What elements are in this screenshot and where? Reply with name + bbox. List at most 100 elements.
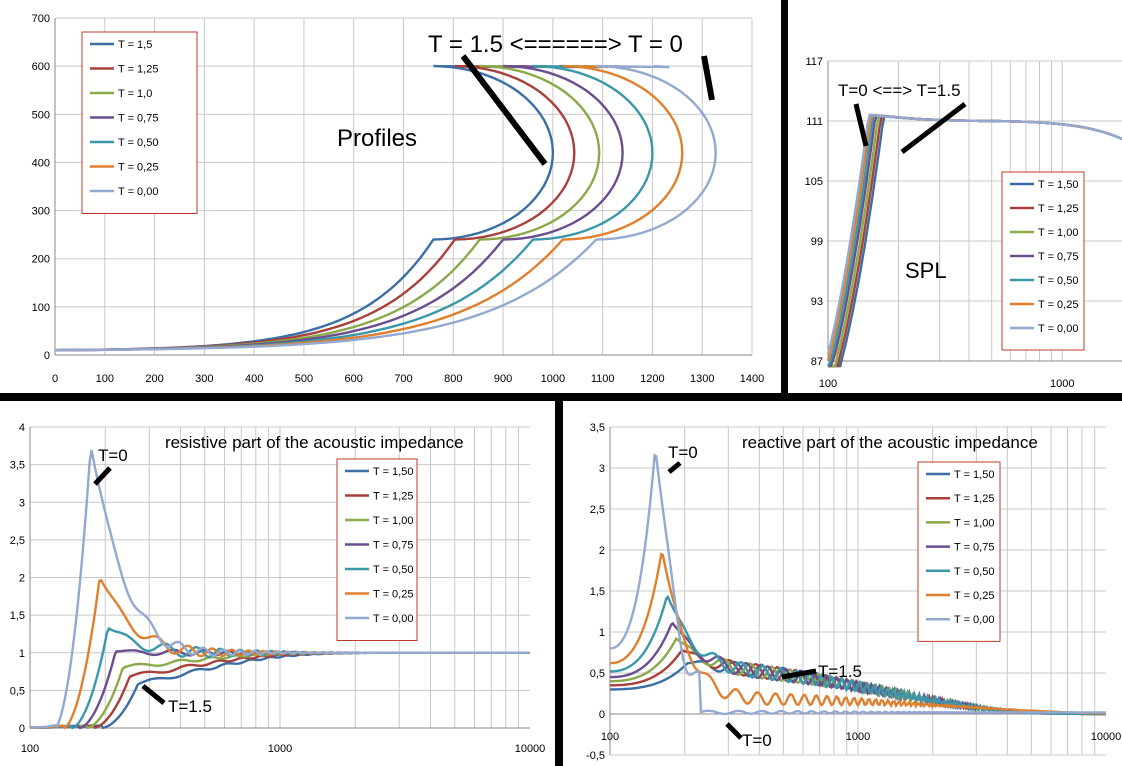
x-tick-label: 600 <box>345 373 363 385</box>
y-tick-label: 2,5 <box>590 504 605 516</box>
annotation-pointer <box>781 668 817 680</box>
y-tick-label: -0,5 <box>586 750 605 762</box>
legend-box <box>917 461 1001 642</box>
annotation-t15: T=1.5 <box>168 697 212 716</box>
legend-entry: T = 0,75 <box>1038 251 1078 263</box>
y-tick-label: 1 <box>599 627 605 639</box>
legend-entry: T = 0,00 <box>373 613 413 625</box>
legend-entry: T = 0,75 <box>118 113 158 125</box>
reactive-series-line <box>609 453 1106 716</box>
legend-entry: T = 0,25 <box>373 589 413 601</box>
legend-entry: T = 1,00 <box>954 517 994 529</box>
y-tick-label: 2,5 <box>10 535 25 547</box>
chart-spl: 87 93 99 105 111 117 100 1000 T = 1,50 T = 1,25 T … <box>805 56 1122 390</box>
annotation-pointer <box>141 684 166 705</box>
legend-entry: T = 1,00 <box>1038 227 1078 239</box>
y-tick-label: 111 <box>806 116 823 128</box>
legend-entry: T = 1,25 <box>118 64 158 76</box>
y-tick-label: 117 <box>805 56 823 68</box>
x-tick-label: 100 <box>819 378 837 390</box>
annotation-t0-top: T=0 <box>668 443 698 462</box>
legend-entry: T = 1,50 <box>954 469 994 481</box>
x-tick-label: 1000 <box>268 743 292 755</box>
x-tick-label: 300 <box>195 373 213 385</box>
chart-reactive-impedance: -0,5 0 0,5 1 1,5 2 2,5 3 3,5 100 1000 10000 T = 1,50… <box>586 422 1121 762</box>
y-tick-label: 700 <box>32 13 50 25</box>
y-tick-label: 100 <box>32 302 50 314</box>
chart-title: resistive part of the acoustic impedance <box>165 433 464 452</box>
annotation-pointer <box>853 103 869 147</box>
legend-entry: T = 1,25 <box>954 493 994 505</box>
x-tick-label: 0 <box>52 373 58 385</box>
y-tick-label: 3 <box>19 497 25 509</box>
legend-entry: T = 0,25 <box>118 162 158 174</box>
legend-entry: T = 1,50 <box>1038 179 1078 191</box>
annotation-pointer <box>900 102 967 154</box>
y-tick-label: 500 <box>32 109 50 121</box>
x-tick-label: 1200 <box>640 373 664 385</box>
chart-title: SPL <box>905 258 947 283</box>
legend-entry: T = 0,50 <box>1038 275 1078 287</box>
x-tick-label: 1400 <box>740 373 764 385</box>
annotation-pointer <box>93 466 112 486</box>
chart-profiles: 0 100 200 300 400 500 600 700 0 100 200 300 400 500 60… <box>32 13 765 385</box>
legend-box <box>1001 171 1085 351</box>
y-tick-label: 300 <box>32 206 50 218</box>
legend-entry: T = 1,50 <box>373 466 413 478</box>
x-tick-label: 10000 <box>1091 731 1122 743</box>
y-tick-label: 400 <box>32 157 50 169</box>
annotation-pointer <box>725 722 743 740</box>
x-tick-label: 1300 <box>690 373 714 385</box>
annotation-range: T = 1.5 <======> T = 0 <box>428 31 683 58</box>
profile-series-line <box>54 64 717 352</box>
spl-series-line <box>826 113 1122 355</box>
legend-entry: T = 0,50 <box>118 137 158 149</box>
legend-entry: T = 0,75 <box>954 542 994 554</box>
x-tick-label: 100 <box>601 731 619 743</box>
x-tick-label: 700 <box>394 373 412 385</box>
legend-entry: T = 0,50 <box>954 566 994 578</box>
x-tick-label: 1000 <box>846 731 870 743</box>
y-tick-label: 1,5 <box>590 586 605 598</box>
y-tick-label: 3 <box>599 463 605 475</box>
y-tick-label: 200 <box>32 254 50 266</box>
legend-entry: T = 0,00 <box>954 614 994 626</box>
legend-entry: T = 1,5 <box>118 39 152 51</box>
annotation-t0-bottom: T=0 <box>742 731 772 750</box>
y-tick-label: 2 <box>599 545 605 557</box>
x-tick-label: 800 <box>444 373 462 385</box>
y-tick-label: 87 <box>811 356 823 368</box>
legend-box <box>81 31 198 214</box>
chart-resistive-impedance: 0 0,5 1 1,5 2 2,5 3 3,5 4 100 1000 10000 T = 1,50 T =… <box>10 422 546 755</box>
legend-entry: T = 1,25 <box>1038 203 1078 215</box>
y-tick-label: 600 <box>32 61 50 73</box>
y-tick-label: 3,5 <box>590 422 605 434</box>
y-tick-label: 99 <box>811 236 823 248</box>
y-tick-label: 4 <box>19 422 25 434</box>
y-tick-label: 0,5 <box>590 668 605 680</box>
y-tick-label: 0 <box>19 723 25 735</box>
annotation-range: T=0 <==> T=1.5 <box>838 81 961 100</box>
y-tick-label: 0,5 <box>10 685 25 697</box>
y-tick-label: 1 <box>19 648 25 660</box>
reactive-series-line <box>609 552 1106 715</box>
annotation-pointer <box>667 461 682 474</box>
resistive-series-line <box>30 449 530 729</box>
annotation-t0: T=0 <box>98 446 128 465</box>
legend-entry: T = 1,00 <box>373 515 413 527</box>
x-tick-label: 1000 <box>541 373 565 385</box>
y-tick-label: 2 <box>19 573 25 585</box>
x-tick-label: 100 <box>96 373 114 385</box>
legend-entry: T = 1,25 <box>373 491 413 503</box>
x-tick-label: 200 <box>145 373 163 385</box>
x-tick-label: 500 <box>295 373 313 385</box>
y-tick-label: 0 <box>599 709 605 721</box>
vertical-divider-top <box>781 0 788 396</box>
x-tick-label: 400 <box>245 373 263 385</box>
legend-entry: T = 0,00 <box>1038 323 1078 335</box>
legend-entry: T = 0,25 <box>954 590 994 602</box>
y-tick-label: 1,5 <box>10 610 25 622</box>
vertical-divider-bottom <box>555 396 563 766</box>
